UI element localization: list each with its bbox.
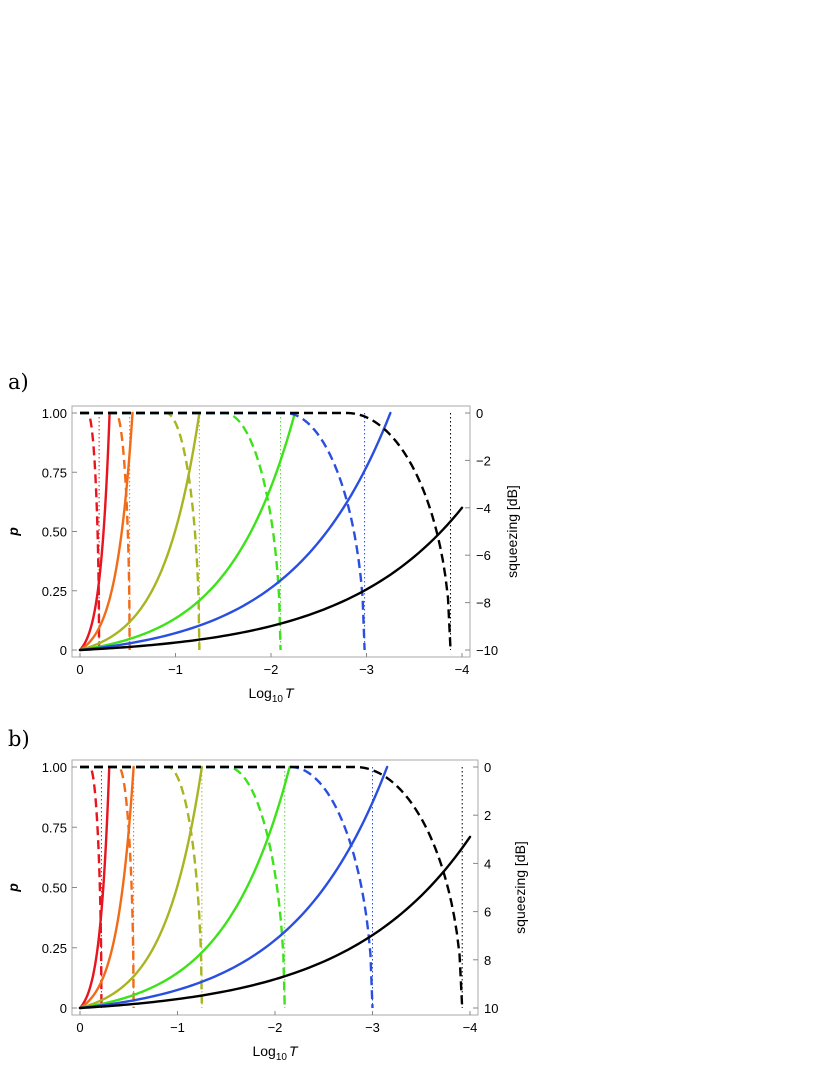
y-right-tick-label: 8 xyxy=(484,953,491,968)
series-4-dashed-curve xyxy=(80,765,374,1009)
y-tick-label: 0.25 xyxy=(42,584,67,599)
x-axis-title: Log10 T xyxy=(248,685,294,705)
series-3-dashed-curve xyxy=(80,411,282,651)
x-tick-label: −2 xyxy=(268,1020,283,1035)
x-tick-label: −3 xyxy=(359,662,374,677)
series-3-solid-curve xyxy=(78,765,291,1010)
y-right-tick-label: 6 xyxy=(484,905,491,920)
series-1-solid-curve xyxy=(78,411,134,652)
y-right-tick-label: 0 xyxy=(484,760,491,775)
y-tick-label: 0 xyxy=(60,643,67,658)
y-tick-label: 0 xyxy=(60,1001,67,1016)
x-axis-title: Log10 T xyxy=(252,1043,298,1063)
x-axis-title-var: T xyxy=(289,1043,299,1059)
series-0-solid-curve xyxy=(78,411,111,652)
series-2-solid-curve xyxy=(78,411,201,652)
series-1-dashed-curve xyxy=(80,411,131,651)
y-right-tick-label: 0 xyxy=(476,406,483,421)
y-tick-label: 1.00 xyxy=(42,406,67,421)
x-tick-label: −4 xyxy=(463,1020,478,1035)
y-right-tick-label: −6 xyxy=(476,548,491,563)
y-tick-label: 0.25 xyxy=(42,941,67,956)
x-tick-label: −2 xyxy=(264,662,279,677)
y-axis-title: p xyxy=(5,527,21,537)
series-3-dashed-curve xyxy=(80,765,286,1009)
series-4-dashed-curve xyxy=(80,411,366,651)
y-right-tick-label: −8 xyxy=(476,596,491,611)
series-2-dashed-curve xyxy=(80,765,204,1009)
y-right-axis-title: squeezing [dB] xyxy=(504,485,520,578)
y-axis-title: p xyxy=(5,883,21,893)
series-1-solid-curve xyxy=(78,765,135,1010)
y-tick-label: 0.75 xyxy=(42,465,67,480)
y-right-tick-label: 10 xyxy=(484,1001,498,1016)
y-right-axis-title: squeezing [dB] xyxy=(512,841,528,934)
series-0-dashed-curve xyxy=(80,411,101,651)
x-tick-label: −1 xyxy=(168,662,183,677)
y-tick-label: 0.50 xyxy=(42,881,67,896)
series-2-solid-curve xyxy=(78,765,204,1010)
x-tick-label: −1 xyxy=(170,1020,185,1035)
series-3-solid-curve xyxy=(78,411,297,652)
series-0-dashed-curve xyxy=(80,765,103,1009)
y-right-tick-label: −4 xyxy=(476,501,491,516)
series-5-dashed-curve xyxy=(80,765,464,1009)
x-axis-title-var: T xyxy=(285,685,295,701)
x-tick-label: 0 xyxy=(76,662,83,677)
x-tick-label: −4 xyxy=(455,662,470,677)
chart-a: 00.250.500.751.00−10−8−6−4−200 −1 −2 −3 −4Lo… xyxy=(5,405,520,705)
x-tick-label: −3 xyxy=(365,1020,380,1035)
series-1-dashed-curve xyxy=(80,765,135,1009)
y-tick-label: 0.75 xyxy=(42,820,67,835)
panel-label-b: b) xyxy=(8,727,30,751)
x-tick-label: 0 xyxy=(76,1020,83,1035)
y-right-tick-label: 4 xyxy=(484,856,491,871)
y-tick-label: 0.50 xyxy=(42,525,67,540)
series-4-solid-curve xyxy=(78,765,389,1010)
series-5-solid-curve xyxy=(78,506,464,652)
x-axis-title-sub: 10 xyxy=(276,1052,288,1063)
y-right-tick-label: −2 xyxy=(476,453,491,468)
x-axis-title-main: Log xyxy=(248,685,271,701)
y-right-tick-label: −10 xyxy=(476,643,498,658)
series-0-solid-curve xyxy=(78,765,111,1010)
series-4-solid-curve xyxy=(78,411,392,652)
y-right-tick-label: 2 xyxy=(484,808,491,823)
series-5-solid-curve xyxy=(78,835,472,1010)
x-axis-title-sub: 10 xyxy=(272,694,284,705)
panel-label-a: a) xyxy=(8,370,29,394)
series-5-dashed-curve xyxy=(80,411,452,651)
series-2-dashed-curve xyxy=(80,411,201,651)
x-axis-title-main: Log xyxy=(252,1043,275,1059)
y-tick-label: 1.00 xyxy=(42,760,67,775)
